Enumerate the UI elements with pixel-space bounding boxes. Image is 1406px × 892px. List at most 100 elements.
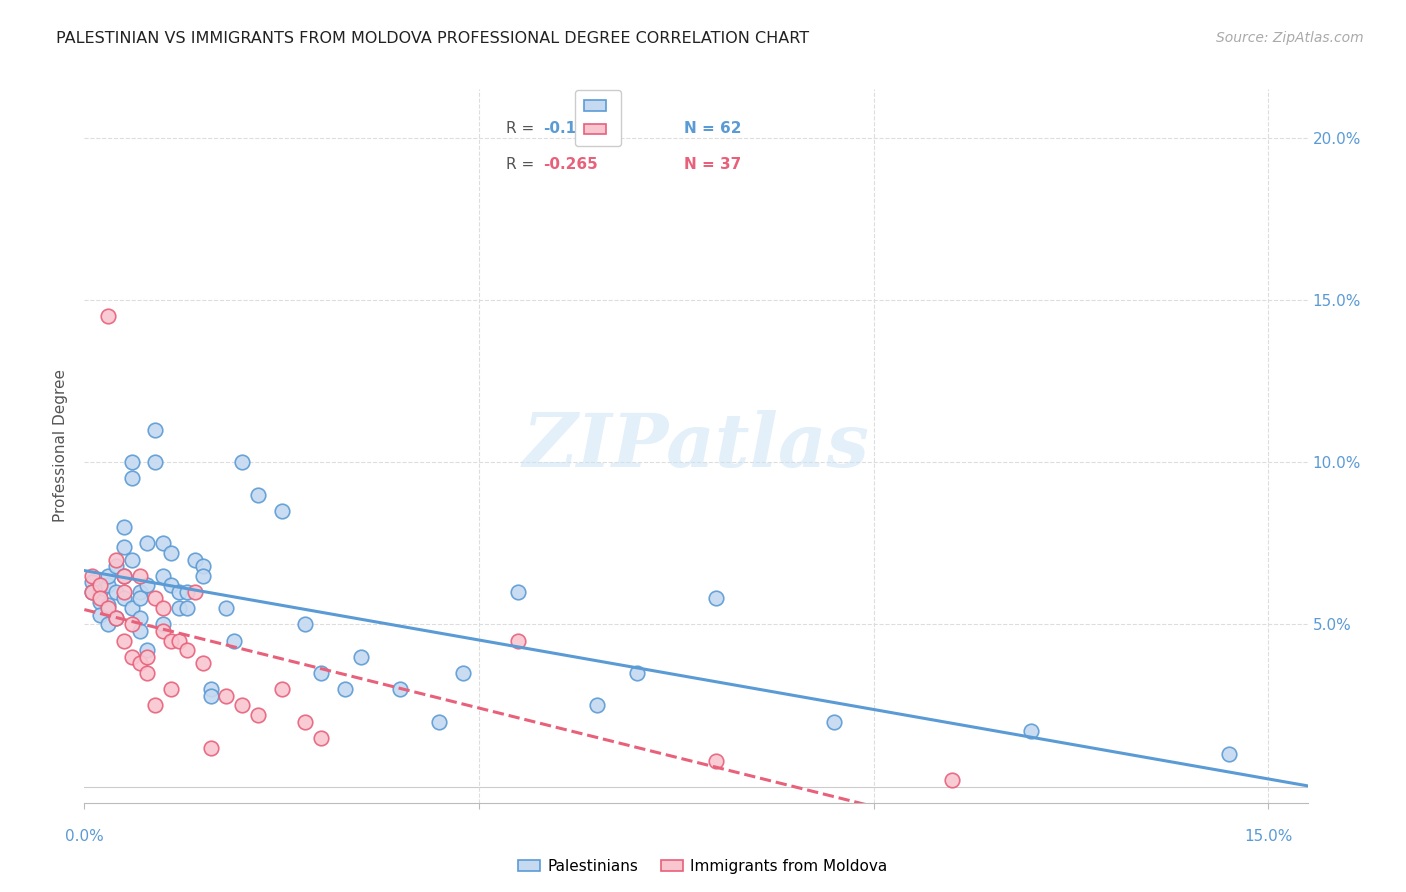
Point	[191, 657, 214, 671]
Point	[167, 633, 190, 648]
Text: 15.0%: 15.0%	[1244, 829, 1292, 844]
Point	[586, 698, 609, 713]
Point	[167, 601, 190, 615]
Point	[152, 601, 174, 615]
Point	[104, 611, 127, 625]
Point	[451, 666, 474, 681]
Point	[704, 591, 727, 606]
Point	[145, 455, 167, 469]
Point	[112, 568, 135, 582]
Point	[508, 585, 530, 599]
Point	[167, 585, 190, 599]
Point	[152, 617, 174, 632]
Point	[184, 552, 207, 566]
Point	[333, 682, 356, 697]
Point	[704, 754, 727, 768]
Point	[231, 698, 253, 713]
Point	[89, 595, 111, 609]
Point	[309, 731, 332, 745]
Point	[121, 455, 143, 469]
Point	[82, 568, 104, 582]
Point	[389, 682, 412, 697]
Text: 0.0%: 0.0%	[65, 829, 104, 844]
Point	[136, 643, 159, 657]
Point	[231, 455, 253, 469]
Point	[215, 601, 238, 615]
Point	[112, 585, 135, 599]
Point	[309, 666, 332, 681]
Point	[191, 559, 214, 574]
Point	[112, 568, 135, 582]
Point	[200, 740, 222, 755]
Point	[121, 617, 143, 632]
Point	[270, 682, 292, 697]
Point	[200, 689, 222, 703]
Point	[89, 578, 111, 592]
Point	[176, 585, 198, 599]
Point	[508, 633, 530, 648]
Point	[191, 568, 214, 582]
Point	[97, 601, 120, 615]
Point	[136, 578, 159, 592]
Point	[270, 504, 292, 518]
Point	[104, 585, 127, 599]
Point	[128, 585, 150, 599]
Point	[89, 607, 111, 622]
Point	[160, 682, 183, 697]
Point	[128, 611, 150, 625]
Point	[112, 520, 135, 534]
Point	[145, 698, 167, 713]
Point	[145, 423, 167, 437]
Point	[184, 585, 207, 599]
Point	[1021, 724, 1043, 739]
Point	[121, 601, 143, 615]
Point	[89, 585, 111, 599]
Point	[160, 578, 183, 592]
Text: PALESTINIAN VS IMMIGRANTS FROM MOLDOVA PROFESSIONAL DEGREE CORRELATION CHART: PALESTINIAN VS IMMIGRANTS FROM MOLDOVA P…	[56, 31, 810, 46]
Point	[97, 598, 120, 612]
Point	[121, 552, 143, 566]
Point	[104, 611, 127, 625]
Point	[104, 559, 127, 574]
Point	[104, 552, 127, 566]
Point	[89, 591, 111, 606]
Point	[112, 633, 135, 648]
Text: ZIPatlas: ZIPatlas	[523, 409, 869, 483]
Point	[136, 666, 159, 681]
Point	[176, 601, 198, 615]
Point	[294, 714, 316, 729]
Point	[121, 471, 143, 485]
Point	[112, 540, 135, 554]
Text: -0.160: -0.160	[543, 121, 598, 136]
Point	[82, 585, 104, 599]
Point	[626, 666, 648, 681]
Point	[97, 617, 120, 632]
Point	[215, 689, 238, 703]
Point	[152, 568, 174, 582]
Point	[128, 568, 150, 582]
Point	[941, 773, 963, 788]
Point	[97, 578, 120, 592]
Point	[200, 682, 222, 697]
Point	[121, 649, 143, 664]
Point	[145, 591, 167, 606]
Point	[128, 591, 150, 606]
Point	[97, 310, 120, 324]
Point	[128, 657, 150, 671]
Point	[246, 488, 269, 502]
Point	[160, 546, 183, 560]
Y-axis label: Professional Degree: Professional Degree	[53, 369, 69, 523]
Text: N = 37: N = 37	[683, 157, 741, 171]
Point	[246, 708, 269, 723]
Point	[97, 568, 120, 582]
Point	[82, 575, 104, 590]
Text: Source: ZipAtlas.com: Source: ZipAtlas.com	[1216, 31, 1364, 45]
Text: N = 62: N = 62	[683, 121, 741, 136]
Text: R =: R =	[506, 121, 540, 136]
Point	[224, 633, 246, 648]
Point	[160, 633, 183, 648]
Legend: , : ,	[575, 90, 621, 146]
Point	[294, 617, 316, 632]
Point	[136, 536, 159, 550]
Point	[176, 643, 198, 657]
